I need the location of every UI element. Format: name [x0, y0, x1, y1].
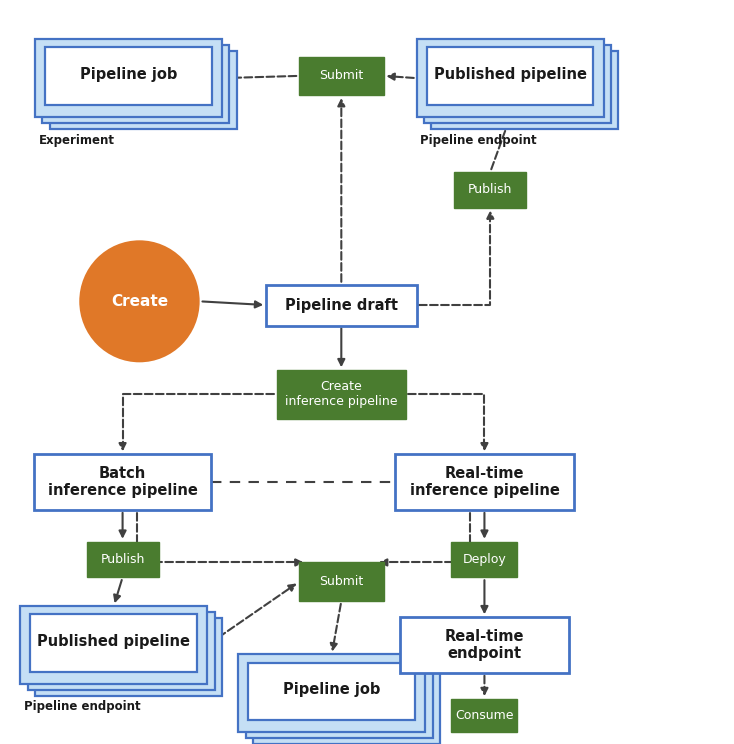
Text: Published pipeline: Published pipeline — [434, 67, 586, 82]
Text: Pipeline job: Pipeline job — [283, 682, 380, 697]
Text: Pipeline draft: Pipeline draft — [285, 298, 398, 312]
Text: Create: Create — [111, 294, 168, 309]
Text: Published pipeline: Published pipeline — [37, 634, 190, 649]
FancyBboxPatch shape — [266, 284, 417, 326]
FancyBboxPatch shape — [416, 39, 603, 117]
FancyBboxPatch shape — [28, 612, 214, 690]
FancyBboxPatch shape — [395, 454, 574, 510]
Text: Consume: Consume — [455, 709, 514, 722]
FancyBboxPatch shape — [454, 172, 526, 208]
Text: Experiment: Experiment — [38, 133, 115, 147]
Text: Pipeline endpoint: Pipeline endpoint — [23, 701, 140, 713]
FancyBboxPatch shape — [49, 51, 236, 129]
FancyBboxPatch shape — [431, 51, 618, 129]
FancyBboxPatch shape — [426, 48, 593, 105]
FancyBboxPatch shape — [45, 48, 211, 105]
Text: Publish: Publish — [468, 183, 512, 196]
FancyBboxPatch shape — [42, 45, 229, 123]
FancyBboxPatch shape — [451, 542, 517, 577]
FancyBboxPatch shape — [277, 371, 405, 418]
FancyBboxPatch shape — [34, 39, 222, 117]
FancyBboxPatch shape — [238, 655, 426, 732]
Text: Create
inference pipeline: Create inference pipeline — [285, 380, 398, 408]
FancyBboxPatch shape — [451, 699, 517, 732]
FancyBboxPatch shape — [34, 454, 211, 510]
Text: Submit: Submit — [319, 575, 363, 589]
Text: Pipeline job: Pipeline job — [80, 67, 177, 82]
FancyBboxPatch shape — [87, 542, 159, 577]
FancyBboxPatch shape — [424, 45, 611, 123]
FancyBboxPatch shape — [30, 615, 197, 672]
FancyBboxPatch shape — [245, 661, 433, 738]
FancyBboxPatch shape — [299, 562, 384, 601]
Text: Pipeline endpoint: Pipeline endpoint — [420, 133, 537, 147]
FancyBboxPatch shape — [35, 618, 222, 696]
FancyBboxPatch shape — [299, 57, 384, 95]
Circle shape — [79, 240, 200, 362]
FancyBboxPatch shape — [20, 606, 207, 684]
Text: Batch
inference pipeline: Batch inference pipeline — [48, 466, 197, 498]
Text: Submit: Submit — [319, 69, 363, 83]
Text: Deploy: Deploy — [462, 553, 506, 566]
Text: Real-time
inference pipeline: Real-time inference pipeline — [410, 466, 559, 498]
Text: Real-time
endpoint: Real-time endpoint — [445, 629, 524, 661]
FancyBboxPatch shape — [252, 667, 440, 744]
FancyBboxPatch shape — [248, 663, 415, 720]
FancyBboxPatch shape — [400, 618, 569, 673]
Text: Publish: Publish — [101, 553, 145, 566]
